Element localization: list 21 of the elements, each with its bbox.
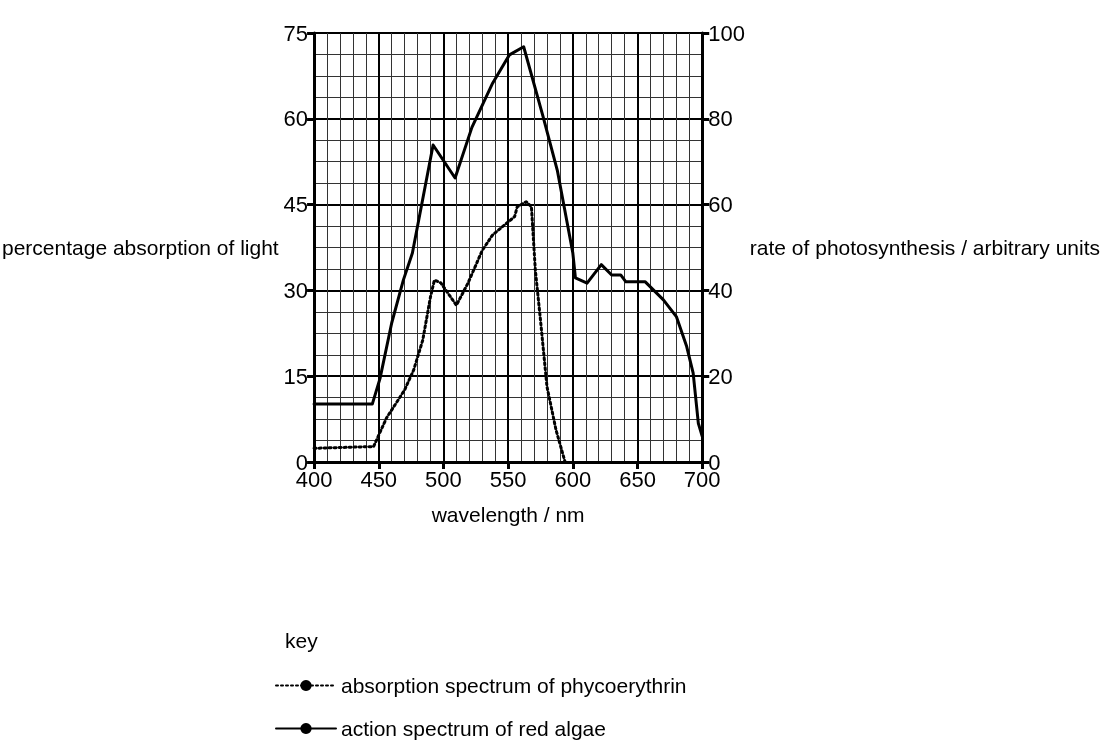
x-tick-label: 450 [360,466,398,492]
y-tick-label: 30 [283,277,309,303]
y-tick-label: 75 [283,20,309,46]
y2-tick-label: 60 [708,192,733,218]
y2-tick-label: 20 [708,363,733,389]
legend-label: action spectrum of red algae [341,717,606,740]
y2-axis-title: rate of photosynthesis / arbitrary units [749,236,1100,259]
x-tick-label: 500 [425,466,462,492]
y-axis-title: percentage absorption of light [1,236,279,259]
y-tick-label: 15 [283,363,309,389]
y2-tick-label: 100 [708,20,745,46]
legend-label: absorption spectrum of phycoerythrin [341,674,687,697]
y2-tick-label: 80 [708,106,733,132]
legend-title: key [285,629,319,652]
x-tick-label: 600 [554,466,592,492]
x-tick-label: 650 [619,466,656,492]
y2-tick-label: 40 [708,277,733,303]
x-tick-label: 550 [489,466,527,492]
x-axis-title: wavelength / nm [430,502,585,526]
y-tick-label: 60 [283,106,309,132]
y-tick-label: 45 [283,192,309,218]
